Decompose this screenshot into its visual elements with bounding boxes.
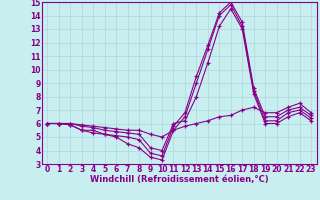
X-axis label: Windchill (Refroidissement éolien,°C): Windchill (Refroidissement éolien,°C) (90, 175, 268, 184)
